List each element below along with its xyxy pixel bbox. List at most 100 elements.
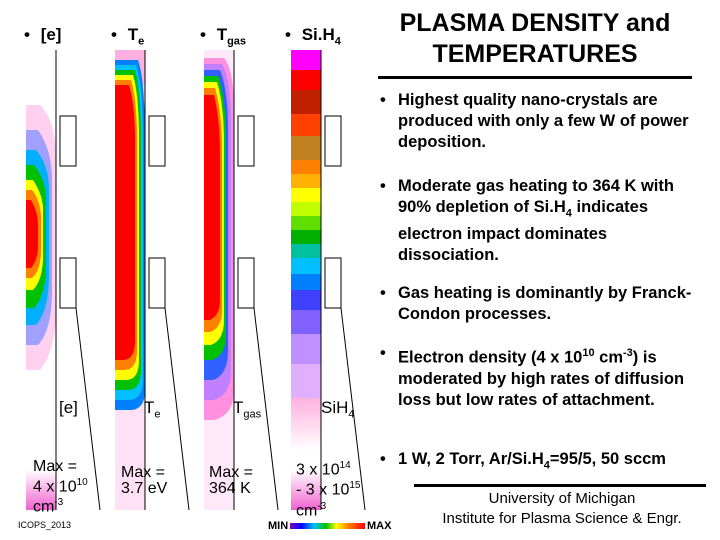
contour-plots	[26, 50, 366, 529]
max-label-sih4-line3-sup: -3	[317, 500, 327, 512]
tgas-electrode-1	[237, 115, 255, 167]
plot-label-tgas: Tgas	[233, 398, 261, 420]
header-electron-density: [e]	[24, 25, 62, 45]
header-sih4-main: Si.H	[301, 25, 335, 44]
max-label-e-line2-text: 4 x 10	[33, 478, 77, 496]
slide-title: PLASMA DENSITY and TEMPERATURES	[378, 8, 692, 70]
sih4-band-1	[291, 50, 321, 70]
sih4-band-7	[291, 174, 321, 188]
bullet-text-5: 1 W, 2 Torr, Ar/Si.H4=95/5, 50 sccm	[398, 449, 700, 476]
conference-tag: ICOPS_2013	[18, 520, 72, 530]
bullet-dot-2: •	[380, 177, 386, 195]
footer-line2: Institute for Plasma Science & Engr.	[442, 510, 682, 527]
plot-label-e: [e]	[59, 398, 78, 418]
sih4-band-2	[291, 70, 321, 90]
max-label-e-line1: Max =	[33, 458, 78, 475]
gas-temperature-plot	[204, 50, 279, 511]
max-label-tgas-line1: Max =	[209, 464, 254, 481]
sih4-band-13	[291, 258, 321, 274]
plot-label-sih4-main: SiH	[321, 398, 349, 417]
bullet-text-4-sup1: 10	[582, 347, 595, 359]
max-label-sih4-line1-sup: 14	[339, 460, 351, 471]
header-tgas-sub: gas	[227, 35, 247, 48]
max-label-sih4-line1: 3 x 1014	[296, 458, 360, 478]
silane-density-plot	[291, 50, 366, 511]
sih4-band-3	[291, 90, 321, 114]
max-label-te-line2: 3.7 eV	[121, 480, 168, 497]
bullet-text-2: Moderate gas heating to 364 K with 90% d…	[398, 176, 700, 266]
e-contour-bottom	[26, 470, 56, 510]
header-silane-density: Si.H4	[285, 25, 341, 47]
e-electrode-2	[59, 257, 77, 309]
bullet-dot-5: •	[380, 450, 386, 468]
header-te-main: T	[127, 25, 139, 44]
bullet-text-3: Gas heating is dominantly by Franck-Cond…	[398, 284, 692, 323]
tgas-boundary	[253, 307, 279, 511]
footer-affiliation: University of Michigan Institute for Pla…	[414, 489, 710, 529]
bullet-dot-4: •	[380, 344, 386, 362]
sih4-band-bottom	[291, 470, 321, 510]
max-label-sih4: 3 x 1014 - 3 x 1015 cm-3	[296, 458, 360, 519]
header-gas-temperature: Tgas	[200, 25, 246, 47]
bullet-text-5b: =95/5, 50 sccm	[549, 450, 666, 468]
header-sih4-sub: 4	[334, 35, 341, 48]
sih4-band-4	[291, 114, 321, 136]
max-label-e: Max = 4 x 1010 cm-3	[33, 459, 88, 516]
max-label-e-line3-text: cm	[33, 498, 55, 516]
color-scale-bar	[290, 523, 365, 529]
bullet-text-2-sub: 4	[565, 207, 572, 220]
max-label-tgas-line2: 364 K	[209, 480, 251, 497]
header-electron-temperature: Te	[111, 25, 145, 47]
e-electrode-1	[59, 115, 77, 167]
sih4-boundary	[340, 307, 366, 511]
sih4-band-5	[291, 136, 321, 160]
bullet-point-5: • 1 W, 2 Torr, Ar/Si.H4=95/5, 50 sccm	[380, 449, 700, 476]
plot-label-sih4: SiH4	[321, 398, 355, 420]
bullet-text-4: Electron density (4 x 1010 cm-3) is mode…	[398, 343, 700, 411]
bullet-text-4a: Electron density (4 x 10	[398, 348, 583, 367]
bullet-point-2: • Moderate gas heating to 364 K with 90%…	[380, 176, 700, 266]
sih4-band-18	[291, 364, 321, 398]
bullet-point-3: • Gas heating is dominantly by Franck-Co…	[380, 283, 700, 325]
max-label-sih4-line2: - 3 x 1015	[296, 478, 360, 498]
sih4-electrode-1	[324, 115, 342, 167]
max-label-sih4-line1-text: 3 x 10	[296, 461, 340, 479]
sih4-band-8	[291, 188, 321, 202]
header-e-label: [e]	[40, 25, 62, 44]
sih4-band-16	[291, 310, 321, 334]
electron-temperature-plot	[115, 50, 190, 511]
tgas-electrode-2	[237, 257, 255, 309]
te-electrode-2	[148, 257, 166, 309]
bullet-text-4b: cm	[594, 348, 624, 367]
bullet-text-2a: Moderate gas heating to 364 K with 90% d…	[398, 177, 674, 216]
max-label-e-line3: cm-3	[33, 495, 88, 515]
electron-density-plot	[26, 50, 101, 511]
bullet-text-1: Highest quality nano-crystals are produc…	[398, 91, 689, 151]
plot-label-te: Te	[144, 398, 161, 420]
bullet-dot-1: •	[380, 91, 386, 109]
e-contour-7	[26, 200, 38, 268]
bullet-point-1: • Highest quality nano-crystals are prod…	[380, 90, 700, 153]
sih4-electrode-2	[324, 257, 342, 309]
bullet-dot-3: •	[380, 284, 386, 302]
slide-title-line1: PLASMA DENSITY and	[399, 9, 671, 37]
title-divider	[378, 76, 692, 79]
bullet-text-5a: 1 W, 2 Torr, Ar/Si.H	[398, 450, 544, 468]
footer-line1: University of Michigan	[488, 490, 636, 507]
sih4-band-9	[291, 202, 321, 216]
max-label-sih4-line3-text: cm	[296, 501, 318, 519]
sih4-band-15	[291, 290, 321, 310]
scale-min-label: MIN	[268, 520, 289, 532]
bullet-text-4-sup2: -3	[623, 347, 633, 359]
plot-label-tgas-main: T	[233, 398, 244, 417]
sih4-band-12	[291, 244, 321, 258]
max-label-e-line3-sup: -3	[54, 497, 64, 509]
max-label-e-line2: 4 x 1010	[33, 475, 88, 495]
bullet-text-2b: indicates electron impact dominates diss…	[398, 198, 649, 265]
sih4-band-17	[291, 334, 321, 364]
sih4-band-11	[291, 230, 321, 244]
max-label-tgas: Max = 364 K	[209, 465, 253, 497]
max-label-te: Max = 3.7 eV	[121, 465, 167, 497]
footer-divider	[414, 484, 706, 487]
plot-label-e-text: [e]	[59, 398, 78, 417]
